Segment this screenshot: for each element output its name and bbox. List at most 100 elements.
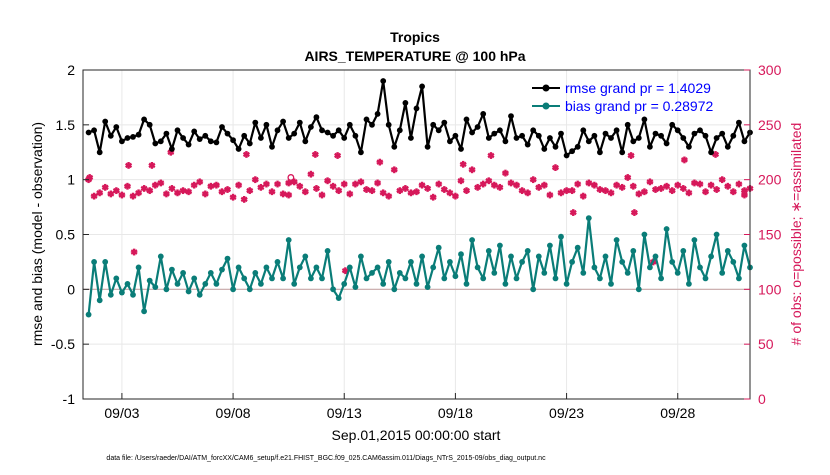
bias-point [502, 281, 509, 287]
rmse-point [130, 134, 136, 140]
obs-assimilated-marker [246, 187, 254, 195]
bias-point [263, 264, 270, 271]
rmse-point [352, 132, 359, 139]
rmse-point [569, 148, 575, 155]
rmse-point [274, 127, 281, 134]
bias-point [146, 277, 153, 284]
y-tick-label-left: 1 [67, 172, 75, 188]
bias-point [530, 286, 537, 293]
obs-assimilated-marker [713, 186, 721, 193]
obs-assimilated-marker [396, 187, 404, 195]
bias-point [180, 270, 187, 276]
obs-assimilated-marker [346, 190, 354, 198]
obs-assimilated-marker [535, 183, 543, 191]
obs-assimilated-marker [407, 189, 415, 197]
obs-assimilated-marker [290, 178, 298, 186]
rmse-point [152, 140, 159, 147]
rmse-point [196, 136, 203, 143]
bias-point [285, 237, 292, 243]
rmse-point [535, 132, 542, 139]
rmse-point [741, 138, 748, 145]
obs-assimilated-marker [674, 181, 682, 189]
obs-assimilated-marker [707, 181, 715, 189]
obs-assimilated-marker [129, 192, 137, 200]
obs-assimilated-marker [86, 174, 94, 181]
bias-point [569, 259, 575, 265]
rmse-point [85, 129, 92, 136]
obs-assimilated-marker [148, 162, 156, 169]
bias-point [519, 259, 525, 265]
obs-assimilated-marker [579, 192, 587, 200]
obs-assimilated-marker [724, 182, 732, 190]
rmse-point [185, 141, 192, 148]
y-axis-label-right: # of obs: o=possible; ∗=assimilated [788, 123, 804, 346]
rmse-point [96, 149, 103, 156]
y-tick-label-right: 150 [758, 227, 782, 243]
legend-entry-rmse: rmse grand pr = 1.4029 [565, 80, 711, 96]
bias-point [741, 242, 748, 249]
rmse-point [241, 132, 248, 139]
rmse-point [447, 138, 453, 145]
series-layer [85, 78, 754, 318]
obs-assimilated-marker [418, 181, 426, 189]
rmse-point [413, 105, 420, 112]
rmse-point [246, 140, 253, 147]
rmse-point [652, 130, 659, 137]
rmse-point [674, 127, 681, 134]
obs-assimilated-marker [468, 166, 476, 174]
rmse-point [724, 143, 731, 150]
rmse-point [458, 146, 464, 152]
obs-assimilated-marker [107, 190, 115, 198]
obs-assimilated-marker [185, 188, 193, 196]
obs-assimilated-marker [118, 191, 126, 199]
rmse-point [91, 127, 97, 134]
rmse-point [269, 143, 275, 150]
rmse-point [263, 121, 270, 128]
rmse-point [169, 146, 175, 152]
x-tick-label: 09/18 [438, 405, 473, 421]
obs-assimilated-marker [690, 179, 698, 187]
rmse-point [408, 135, 414, 141]
bias-point [330, 286, 336, 293]
obs-assimilated-marker [351, 180, 359, 188]
rmse-point [135, 131, 142, 138]
rmse-point [635, 135, 642, 141]
obs-assimilated-marker [296, 182, 304, 190]
obs-assimilated-marker [168, 185, 176, 192]
rmse-point [597, 149, 603, 156]
obs-assimilated-marker [568, 187, 576, 195]
obs-assimilated-marker [457, 177, 465, 185]
rmse-point [541, 146, 548, 152]
rmse-point [313, 114, 320, 121]
rmse-point [285, 135, 292, 141]
rmse-point [708, 149, 714, 156]
rmse-point [419, 83, 425, 90]
rmse-point [519, 132, 525, 139]
rmse-point [469, 129, 475, 136]
rmse-point [202, 132, 209, 139]
obs-assimilated-marker [618, 183, 626, 191]
bias-point [619, 259, 626, 265]
rmse-point [558, 130, 564, 137]
obs-assimilated-marker [307, 170, 315, 178]
obs-assimilated-marker [390, 166, 398, 174]
bias-point [674, 270, 681, 276]
obs-assimilated-marker [651, 186, 660, 193]
bias-point [224, 255, 231, 262]
bias-point [658, 275, 664, 282]
rmse-point [430, 121, 437, 128]
rmse-point [358, 149, 364, 156]
obs-assimilated-marker [524, 189, 532, 197]
rmse-point [502, 138, 509, 145]
rmse-point [563, 152, 570, 159]
obs-assimilated-marker [424, 185, 432, 192]
bias-point [630, 248, 637, 254]
bias-point [396, 270, 403, 276]
x-axis-label: Sep.01,2015 00:00:00 start [332, 427, 501, 443]
bias-point [458, 251, 464, 258]
obs-assimilated-marker [685, 189, 693, 197]
rmse-point [730, 132, 737, 139]
bias-point [491, 270, 498, 276]
data-file-footnote: data file: /Users/raeder/DAI/ATM_forcXX/… [106, 455, 546, 462]
rmse-point [530, 127, 537, 134]
